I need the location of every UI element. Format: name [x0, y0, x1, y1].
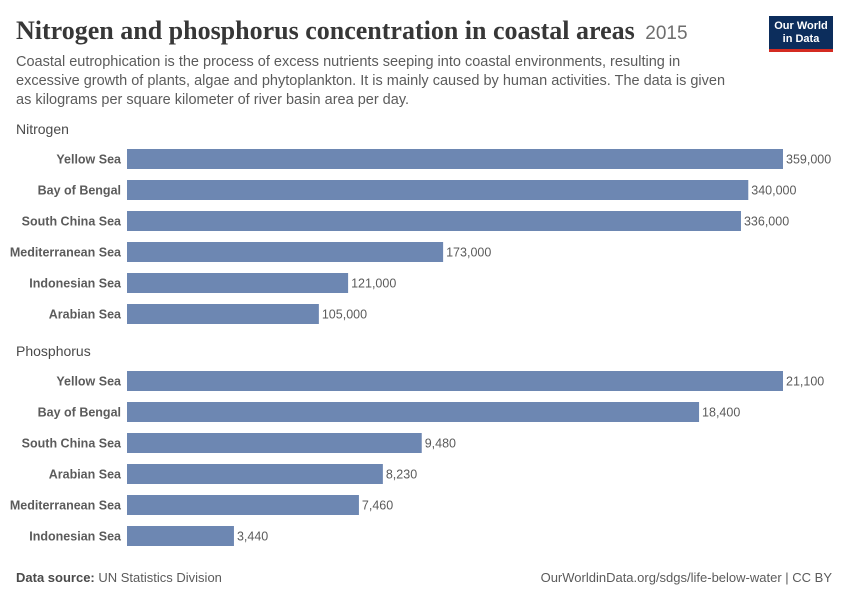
value-label: 21,100	[786, 375, 824, 389]
chart-subtitle: Coastal eutrophication is the process of…	[16, 54, 726, 108]
source-url[interactable]: OurWorldinData.org/sdgs/life-below-water…	[540, 570, 832, 585]
value-label: 121,000	[351, 277, 396, 291]
category-label: Mediterranean Sea	[10, 499, 122, 513]
data-source: Data source: UN Statistics Division	[16, 570, 222, 585]
category-label: Mediterranean Sea	[10, 246, 122, 260]
logo-line-1: Our World	[774, 20, 828, 32]
phosphorus-bar[interactable]	[127, 495, 359, 515]
panel-title-nitrogen: Nitrogen	[16, 121, 69, 137]
category-label: Arabian Sea	[49, 308, 122, 322]
logo-line-2: in Data	[782, 33, 820, 45]
nitrogen-bar[interactable]	[127, 242, 444, 262]
value-label: 8,230	[386, 468, 417, 482]
title-year: 2015	[645, 23, 688, 44]
nitrogen-bar[interactable]	[127, 304, 319, 324]
data-source-value: UN Statistics Division	[98, 570, 222, 585]
value-label: 3,440	[237, 530, 268, 544]
nitrogen-bar[interactable]	[127, 211, 741, 231]
value-label: 105,000	[322, 308, 367, 322]
phosphorus-bar[interactable]	[127, 371, 783, 391]
value-label: 18,400	[702, 406, 740, 420]
category-label: Yellow Sea	[56, 153, 122, 167]
nitrogen-bar[interactable]	[127, 149, 783, 169]
category-label: Bay of Bengal	[38, 184, 121, 198]
value-label: 336,000	[744, 215, 789, 229]
panel-title-phosphorus: Phosphorus	[16, 343, 91, 359]
category-label: Yellow Sea	[56, 375, 122, 389]
value-label: 7,460	[362, 499, 393, 513]
nitrogen-bar[interactable]	[127, 180, 749, 200]
value-label: 359,000	[786, 153, 831, 167]
category-label: Bay of Bengal	[38, 406, 121, 420]
value-label: 340,000	[751, 184, 796, 198]
nitrogen-bar[interactable]	[127, 273, 349, 293]
category-label: Arabian Sea	[49, 468, 122, 482]
title-text: Nitrogen and phosphorus concentration in…	[16, 16, 635, 45]
category-label: South China Sea	[22, 215, 122, 229]
phosphorus-bar[interactable]	[127, 526, 234, 546]
category-label: South China Sea	[22, 437, 122, 451]
category-label: Indonesian Sea	[29, 277, 122, 291]
phosphorus-bar[interactable]	[127, 402, 700, 422]
owid-logo[interactable]: Our World in Data	[769, 16, 833, 52]
data-source-label: Data source:	[16, 570, 95, 585]
chart-title: Nitrogen and phosphorus concentration in…	[16, 16, 688, 46]
value-label: 9,480	[425, 437, 456, 451]
phosphorus-bar[interactable]	[127, 433, 422, 453]
category-label: Indonesian Sea	[29, 530, 122, 544]
phosphorus-bar[interactable]	[127, 464, 383, 484]
value-label: 173,000	[446, 246, 491, 260]
